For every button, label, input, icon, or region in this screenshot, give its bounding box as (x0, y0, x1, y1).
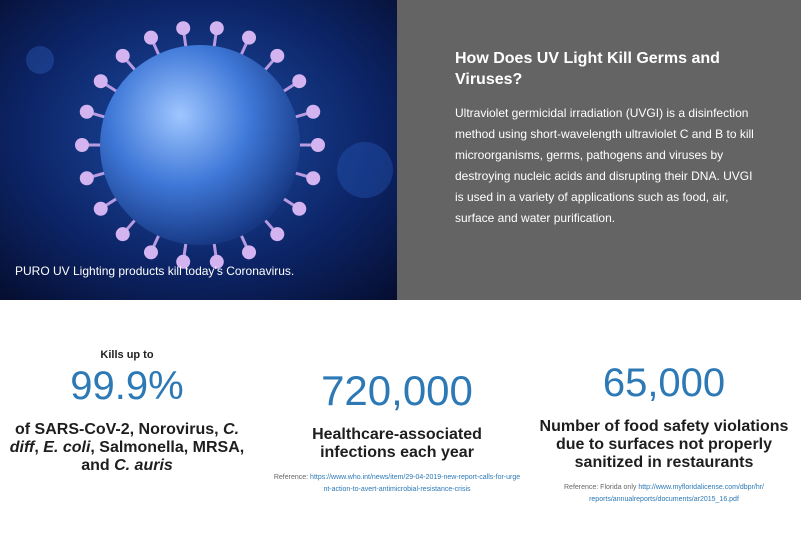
spike-head (79, 171, 94, 186)
description-part: Healthcare-associated infections each ye… (312, 426, 482, 461)
description-part: C. auris (114, 457, 173, 474)
stat-column: Kills up to 99.9% of SARS-CoV-2, Norovirus… (0, 349, 254, 475)
stat-column: 720,000 Healthcare-associated infections … (267, 368, 527, 496)
stat-description: Number of food safety violations due to … (533, 418, 795, 472)
spike-head (79, 104, 94, 119)
stat-reference: Reference: https://www.who.int/news/item… (272, 472, 522, 496)
spike-head (270, 48, 285, 63)
stat-column: 65,000 Number of food safety violations d… (528, 360, 800, 506)
stat-figure: 720,000 (321, 367, 473, 414)
description-part: of SARS-CoV-2, Norovirus, (14, 421, 224, 438)
spike-head (143, 30, 158, 45)
reference-link[interactable]: https://www.who.int/news/item/29-04-2019… (310, 474, 521, 493)
spike-head (209, 21, 224, 36)
description-part: , (34, 439, 44, 456)
stat-description: Healthcare-associated infections each ye… (297, 426, 497, 462)
spike-head (115, 48, 130, 63)
stat-figure: 99.9% (70, 364, 184, 408)
spike-head (292, 201, 307, 216)
description-part: E. coli (43, 439, 91, 456)
spike-head (270, 227, 285, 242)
reference-link[interactable]: http://www.myfloridalicense.com/dbpr/hr/… (589, 484, 764, 503)
blur-particle (337, 142, 393, 198)
spike-head (292, 74, 307, 89)
reference-label: Reference: Florida only (564, 484, 637, 491)
spike-head (306, 171, 321, 186)
spike-head (306, 104, 321, 119)
description-part: C. diff (9, 421, 240, 456)
virus-image (0, 0, 397, 300)
stat-description: of SARS-CoV-2, Norovirus, C. diff, E. co… (7, 421, 247, 475)
description-part: , Salmonella, MRSA, and (81, 439, 245, 474)
spike-head (75, 138, 89, 152)
virus-body (100, 45, 300, 245)
spike-head (93, 74, 108, 89)
stat-lead: Kills up to (100, 349, 154, 361)
reference-label: Reference: (273, 474, 309, 481)
spike-head (143, 245, 158, 260)
description-part: Number of food safety violations due to … (539, 418, 789, 471)
image-caption: PURO UV Lighting products kill today’s C… (15, 264, 295, 278)
blur-particle (26, 46, 54, 74)
stat-reference: Reference: Florida only http://www.myflo… (564, 482, 764, 506)
stat-figure: 65,000 (602, 361, 726, 405)
info-panel: How Does UV Light Kill Germs and Viruses… (397, 0, 801, 300)
spike-head (176, 21, 191, 36)
panel-body: Ultraviolet germicidal irradiation (UVGI… (455, 106, 754, 225)
spike-head (115, 227, 130, 242)
panel-heading: How Does UV Light Kill Germs and Viruses… (455, 50, 720, 88)
spike-head (311, 138, 325, 152)
spike-head (209, 254, 224, 269)
spike-head (242, 245, 257, 260)
spike-head (242, 30, 257, 45)
spike-head (176, 254, 191, 269)
spike-head (93, 201, 108, 216)
